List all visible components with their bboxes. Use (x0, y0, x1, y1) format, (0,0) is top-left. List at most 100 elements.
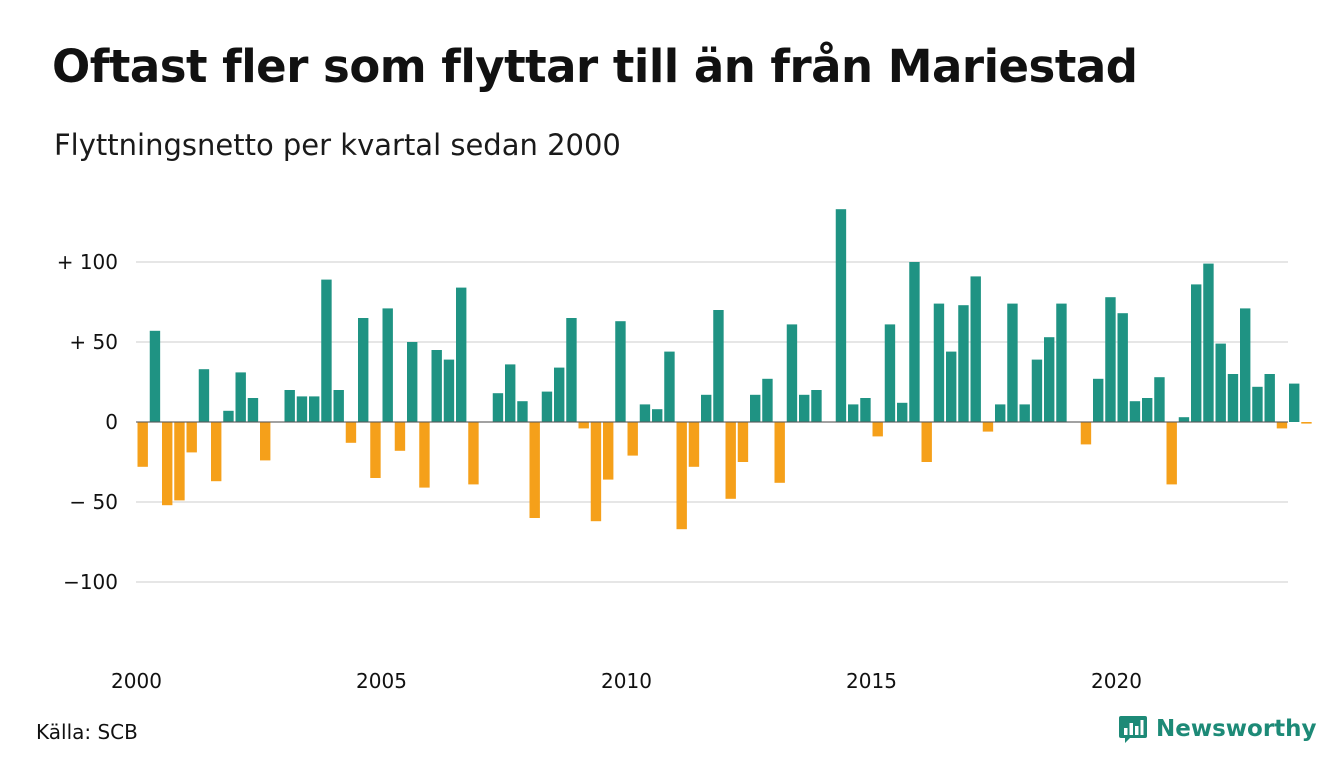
bar (639, 404, 651, 422)
brand-name: Newsworthy (1156, 716, 1317, 742)
bar (1007, 303, 1018, 422)
bar (1289, 383, 1300, 422)
bar (725, 422, 736, 499)
bar (468, 422, 479, 485)
bar (897, 402, 908, 422)
bar (1044, 337, 1055, 422)
bar (174, 422, 185, 501)
bar (811, 390, 822, 422)
bar (296, 396, 308, 422)
y-tick-label: + 100 (57, 250, 118, 274)
bar (247, 398, 259, 422)
brand-logo[interactable]: Newsworthy (1118, 714, 1317, 744)
bar (909, 262, 920, 422)
bar (223, 410, 234, 422)
bar (676, 422, 687, 530)
bar (149, 330, 161, 422)
bar (713, 310, 724, 422)
y-tick-label: −100 (63, 570, 118, 594)
bar (946, 351, 957, 422)
bar (284, 390, 295, 422)
bar (970, 276, 981, 422)
bar (431, 350, 442, 422)
bar (1056, 303, 1067, 422)
bar (1240, 308, 1251, 422)
bar (1093, 378, 1104, 422)
bar (652, 409, 663, 422)
bar (1276, 422, 1288, 429)
bar (566, 318, 577, 422)
bar (260, 422, 271, 461)
y-tick-label: 0 (105, 410, 118, 434)
bar (921, 422, 932, 462)
bar (211, 422, 222, 482)
bar (750, 394, 761, 422)
bar (872, 422, 883, 437)
bar (860, 398, 871, 422)
y-tick-label: − 50 (69, 490, 118, 514)
bar-chart-logo-icon (1119, 716, 1147, 743)
bar (1215, 343, 1226, 422)
bar (198, 369, 210, 422)
bar (603, 422, 614, 480)
x-tick-label: 2020 (1091, 669, 1142, 693)
x-tick-label: 2015 (846, 669, 897, 693)
bar (394, 422, 406, 451)
bar (1080, 422, 1092, 445)
bar (333, 390, 344, 422)
bar (517, 401, 528, 422)
bar (774, 422, 785, 483)
x-tick-label: 2005 (356, 669, 407, 693)
bar (995, 404, 1006, 422)
source-note: Källa: SCB (36, 720, 138, 744)
bar (492, 393, 504, 422)
bar (1117, 313, 1128, 422)
bar (443, 359, 455, 422)
bar (664, 351, 675, 422)
bar (933, 303, 945, 422)
bar (407, 342, 418, 422)
bar (529, 422, 540, 518)
bar (505, 364, 516, 422)
bar (162, 422, 173, 506)
bar (1031, 359, 1043, 422)
bar (456, 287, 467, 422)
bar (982, 422, 994, 432)
bar (799, 394, 810, 422)
bar (309, 396, 320, 422)
bar (615, 321, 626, 422)
bar (884, 324, 896, 422)
bar (1142, 398, 1153, 422)
bar (1166, 422, 1177, 485)
bar (1203, 263, 1214, 422)
chart-title: Oftast fler som flyttar till än från Mar… (52, 40, 1138, 93)
y-tick-label: + 50 (69, 330, 118, 354)
bar (835, 209, 847, 422)
bar (382, 308, 393, 422)
bar (762, 378, 773, 422)
bar (627, 422, 638, 456)
bar (554, 367, 565, 422)
bar (137, 422, 148, 467)
bar (1019, 404, 1030, 422)
bar (1154, 377, 1165, 422)
chart-subtitle: Flyttningsnetto per kvartal sedan 2000 (54, 128, 621, 162)
bar (737, 422, 749, 462)
bar (186, 422, 197, 453)
bar (1129, 401, 1141, 422)
bar (345, 422, 357, 443)
bar (590, 422, 602, 522)
bar (358, 318, 369, 422)
bar (1264, 374, 1275, 422)
bar (370, 422, 381, 478)
x-tick-label: 2010 (601, 669, 652, 693)
bar (1227, 374, 1239, 422)
x-tick-label: 2000 (111, 669, 162, 693)
bar (541, 391, 553, 422)
bar (786, 324, 798, 422)
bar (1252, 386, 1263, 422)
bar (235, 372, 246, 422)
bar (1191, 284, 1202, 422)
bar (848, 404, 859, 422)
